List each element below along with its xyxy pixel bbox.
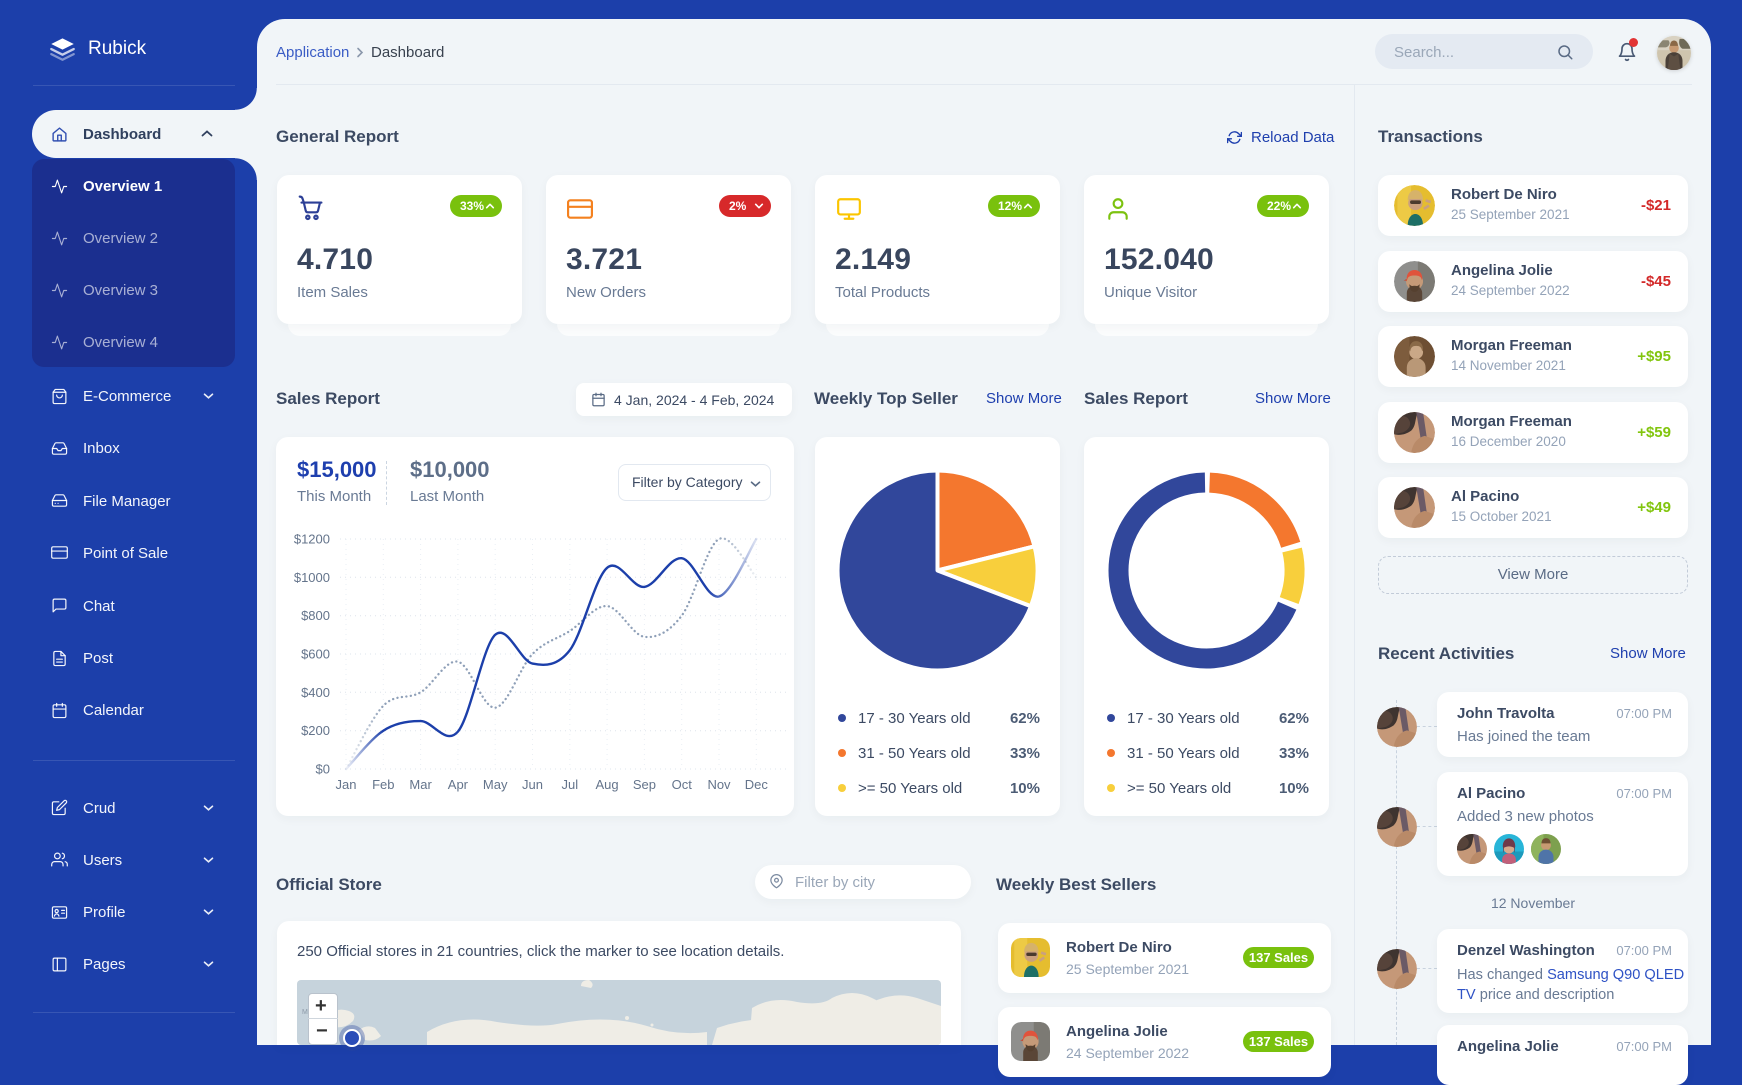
svg-text:Nov: Nov bbox=[707, 777, 731, 792]
svg-text:Sep: Sep bbox=[633, 777, 656, 792]
svg-text:$1200: $1200 bbox=[294, 532, 330, 547]
svg-text:$400: $400 bbox=[301, 685, 330, 700]
svg-text:Jul: Jul bbox=[561, 777, 578, 792]
svg-text:$200: $200 bbox=[301, 723, 330, 738]
svg-text:Jan: Jan bbox=[336, 777, 357, 792]
svg-text:May: May bbox=[483, 777, 508, 792]
svg-text:Dec: Dec bbox=[745, 777, 769, 792]
svg-text:Feb: Feb bbox=[372, 777, 394, 792]
svg-text:M: M bbox=[302, 1009, 308, 1016]
svg-text:Mar: Mar bbox=[409, 777, 432, 792]
svg-text:Aug: Aug bbox=[596, 777, 619, 792]
svg-text:$0: $0 bbox=[316, 762, 330, 777]
svg-text:$1000: $1000 bbox=[294, 570, 330, 585]
svg-text:Jun: Jun bbox=[522, 777, 543, 792]
svg-text:Apr: Apr bbox=[448, 777, 469, 792]
svg-text:Oct: Oct bbox=[672, 777, 693, 792]
svg-text:$600: $600 bbox=[301, 647, 330, 662]
svg-text:$800: $800 bbox=[301, 608, 330, 623]
